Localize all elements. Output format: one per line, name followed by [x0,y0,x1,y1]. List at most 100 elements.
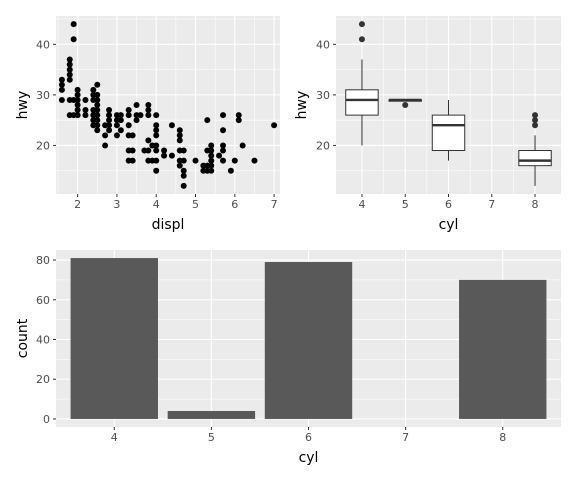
y-tick-label: 60 [36,294,50,307]
x-tick-label: 4 [358,198,365,211]
data-point [113,122,120,129]
x-tick-label: 6 [231,198,238,211]
x-tick-label: 4 [153,198,160,211]
data-point [161,152,168,159]
data-point [74,91,81,98]
x-tick-label: 6 [305,431,312,444]
x-axis-title: cyl [299,450,319,466]
box [431,114,466,152]
data-point [117,127,124,134]
data-point [220,127,227,134]
y-tick-label: 30 [36,89,50,102]
y-axis-title: hwy [15,91,31,120]
data-point [208,152,215,159]
data-point [66,71,73,78]
y-tick-label: 20 [36,139,50,152]
y-tick-label: 0 [43,413,50,426]
outlier-point [532,112,539,119]
data-point [133,117,140,124]
data-point [153,167,160,174]
y-axis-title: hwy [294,91,310,120]
data-point [70,36,77,43]
data-point [239,142,246,149]
data-point [231,157,238,164]
data-point [271,122,278,129]
data-point [74,112,81,119]
data-point [168,122,175,129]
data-point [137,112,144,119]
data-point [94,112,101,119]
bar-cyl-4 [70,258,158,419]
data-point [145,107,152,114]
data-point [176,127,183,134]
x-axis-title: cyl [439,217,459,233]
data-point [153,142,160,149]
data-point [180,172,187,179]
data-point [58,86,65,93]
data-point [102,142,109,149]
data-point [125,122,132,129]
data-point [125,112,132,119]
data-point [180,167,187,174]
data-point [235,117,242,124]
data-point [66,66,73,73]
data-point [220,147,227,154]
outlier-point [358,36,365,43]
data-point [102,132,109,139]
scatter-plot-displ-hwy: 2 3 4 5 6 7 20 30 40 displ hwy [15,16,280,233]
data-point [66,61,73,68]
data-point [161,147,168,154]
data-point [220,157,227,164]
data-point [192,157,199,164]
data-point [66,76,73,83]
y-tick-label: 40 [36,38,50,51]
data-point [153,147,160,154]
data-point [90,86,97,93]
x-tick-label: 2 [74,198,81,211]
y-tick-label: 40 [316,38,330,51]
data-point [153,132,160,139]
data-point [176,162,183,169]
y-tick-label: 20 [36,373,50,386]
data-point [176,132,183,139]
data-point [117,112,124,119]
data-point [180,147,187,154]
x-tick-label: 7 [271,198,278,211]
data-point [204,117,211,124]
data-point [220,112,227,119]
boxplot-cyl-hwy: 4 5 6 7 8 20 30 40 cyl hwy [294,16,561,233]
y-tick-label: 30 [316,89,330,102]
outlier-point [532,117,539,124]
data-point [129,157,136,164]
bar-cyl-5 [167,411,256,419]
y-axis-title: count [15,318,31,358]
data-point [145,147,152,154]
data-point [58,96,65,103]
data-point [180,157,187,164]
data-point [251,157,258,164]
data-point [74,96,81,103]
data-point [129,132,136,139]
x-axis-title: displ [152,217,185,233]
data-point [106,112,113,119]
data-point [94,96,101,103]
data-point [208,167,215,174]
data-point [208,157,215,164]
data-point [133,102,140,108]
y-tick-label: 20 [316,139,330,152]
data-point [74,86,81,93]
x-tick-label: 4 [111,431,118,444]
data-point [117,117,124,124]
x-tick-label: 7 [488,198,495,211]
data-point [106,122,113,129]
data-point [94,102,101,108]
x-tick-label: 7 [402,431,409,444]
bar-cyl-8 [459,279,547,419]
y-tick-label: 80 [36,254,50,267]
data-point [153,157,160,164]
data-point [94,117,101,124]
outlier-point [358,21,365,28]
data-point [94,127,101,134]
data-point [74,107,81,114]
